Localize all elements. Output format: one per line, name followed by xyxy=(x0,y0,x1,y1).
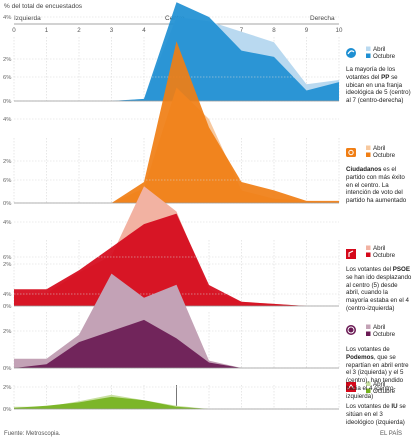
annotation-party: Podemos xyxy=(346,353,374,361)
pp-logo-mark xyxy=(347,50,355,55)
legend-label: Octubre xyxy=(373,252,396,259)
legend-swatch xyxy=(366,152,371,157)
panel-annotation: Los votantes de Podemos, que se repartía… xyxy=(346,346,412,400)
y-tick-label: 4% xyxy=(3,117,11,123)
y-tick-label: 6% xyxy=(3,178,11,184)
y-tick-label: 0% xyxy=(3,99,11,105)
brand-label: EL PAÍS xyxy=(380,431,403,437)
x-tick-label: 1 xyxy=(45,27,49,34)
x-tick-label: 7 xyxy=(240,27,244,34)
y-tick-label: 0% xyxy=(3,366,11,372)
y-tick-label: 0% xyxy=(3,304,11,310)
psoe-logo-mark xyxy=(348,250,354,257)
series-area-octubre xyxy=(14,396,339,409)
series-area-octubre xyxy=(14,319,339,368)
legend-swatch xyxy=(366,245,371,250)
pp-logo-icon xyxy=(346,48,356,58)
y-tick-label: 4% xyxy=(3,220,11,226)
legend-swatch xyxy=(366,324,371,329)
legend-swatch xyxy=(366,145,371,150)
ciudadanos-logo-icon xyxy=(346,148,356,157)
podemos-logo-icon xyxy=(346,325,356,335)
annotation-text: se sitúan en el 3 ideológico (izquierda) xyxy=(346,403,406,426)
annotation-party: IU xyxy=(391,403,398,410)
legend-label: Abril xyxy=(373,46,385,53)
annotation-party: PSOE xyxy=(392,266,410,273)
y-tick-label: 2% xyxy=(3,159,11,165)
x-tick-label: 10 xyxy=(336,27,343,34)
legend-swatch xyxy=(366,252,371,257)
series-area-octubre xyxy=(14,213,339,306)
x-tick-label: 9 xyxy=(305,27,309,34)
y-tick-label: 0% xyxy=(3,201,11,207)
annotation-text: Los votantes de xyxy=(346,346,390,353)
y-tick-label: 4% xyxy=(3,15,11,21)
annotation-party: Ciudadanos xyxy=(346,166,382,173)
series-area-octubre xyxy=(14,41,339,203)
legend-label: Abril xyxy=(373,245,385,252)
legend-swatch xyxy=(366,53,371,58)
legend-label: Octubre xyxy=(373,331,396,338)
x-tick-label: 0 xyxy=(12,27,16,34)
y-tick-label: 2% xyxy=(3,329,11,335)
annotation-text: se han ido desplazando al centro (5) des… xyxy=(346,273,412,312)
annotation-text: se ubican en una franja ideológica de 5 … xyxy=(346,73,411,104)
panel-annotation: Los votantes del PSOE se han ido desplaz… xyxy=(346,266,412,313)
legend-swatch xyxy=(366,381,371,386)
x-tick-label: 2 xyxy=(77,27,81,34)
annotation-party: PP xyxy=(381,73,390,81)
source-note: Fuente: Metroscopia. xyxy=(4,431,61,437)
annotation-text: Los votantes de xyxy=(346,403,392,410)
axis-right-label: Derecha xyxy=(310,15,335,22)
panel-annotation: Ciudadanos es el partido con más éxito e… xyxy=(346,166,412,205)
annotation-text: La mayoría de los votantes del xyxy=(346,66,396,81)
legend-label: Abril xyxy=(373,324,385,331)
y-tick-label: 2% xyxy=(3,385,11,391)
annotation-text: Los votantes del xyxy=(346,266,393,273)
legend-swatch xyxy=(366,46,371,51)
axis-left-label: Izquierda xyxy=(14,15,41,22)
panel-annotation: Los votantes de IU se sitúan en el 3 ide… xyxy=(346,403,412,426)
iu-logo-mark xyxy=(347,384,355,390)
podemos-logo-mark xyxy=(347,326,355,334)
legend-label: Octubre xyxy=(373,152,396,159)
legend-label: Abril xyxy=(373,145,385,152)
annotation-text: , que se repartían en abril entre el 3 (… xyxy=(346,353,409,400)
legend-label: Octubre xyxy=(373,388,396,395)
y-unit-label: % del total de encuestados xyxy=(4,3,83,10)
y-tick-label: 2% xyxy=(3,262,11,268)
panel-annotation: La mayoría de los votantes del PP se ubi… xyxy=(346,66,412,105)
legend-swatch xyxy=(366,331,371,336)
y-tick-label: 2% xyxy=(3,57,11,63)
legend-label: Abril xyxy=(373,381,385,388)
legend-swatch xyxy=(366,388,371,393)
iu-logo-icon xyxy=(346,382,356,392)
y-tick-label: 0% xyxy=(3,407,11,413)
annotation-text: es el partido con más éxito en el centro… xyxy=(346,166,407,204)
psoe-logo-icon xyxy=(346,249,356,259)
y-tick-label: 6% xyxy=(3,255,11,261)
legend-label: Octubre xyxy=(373,53,396,60)
y-tick-label: 4% xyxy=(3,292,11,298)
ciudadanos-logo-mark xyxy=(348,149,354,156)
x-tick-label: 3 xyxy=(110,27,114,34)
x-tick-label: 8 xyxy=(272,27,276,34)
x-tick-label: 4 xyxy=(142,27,146,34)
y-tick-label: 6% xyxy=(3,75,11,81)
